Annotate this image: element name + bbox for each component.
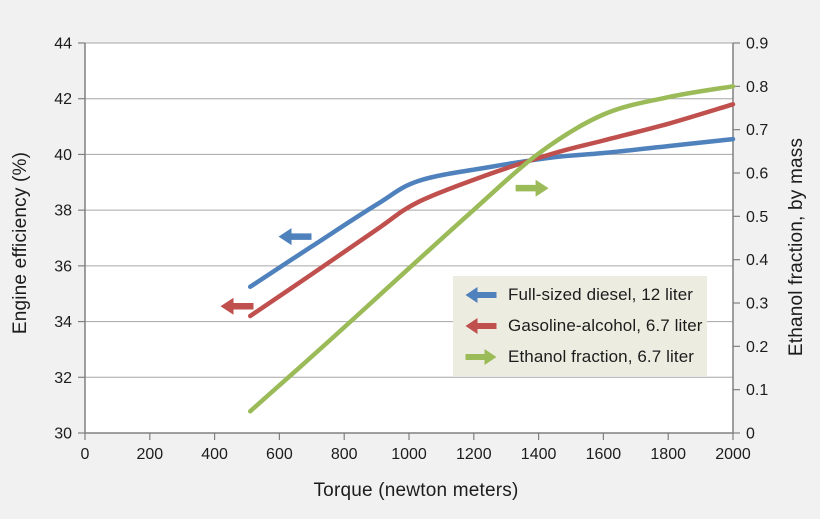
y-left-tick-label: 44 <box>54 36 72 53</box>
left-arrow-icon <box>465 287 497 304</box>
y-left-tick-label: 38 <box>54 203 72 220</box>
y-left-tick-label: 30 <box>54 426 72 443</box>
left-axis-title: Engine efficiency (%) <box>10 151 31 335</box>
left-arrow-icon <box>465 317 497 334</box>
y-left-tick-label: 40 <box>54 147 72 164</box>
y-right-tick-label: 0.2 <box>746 339 768 356</box>
y-right-tick-label: 0.7 <box>746 122 768 139</box>
legend: Full-sized diesel, 12 liter Gasoline-alc… <box>453 276 707 376</box>
x-tick-label: 600 <box>266 446 293 463</box>
x-tick-label: 0 <box>81 446 90 463</box>
x-tick-label: 800 <box>331 446 358 463</box>
left-arrow-glyph <box>465 287 497 304</box>
right-arrow-annotation-2 <box>515 179 549 197</box>
right-arrow-glyph <box>465 348 497 365</box>
series-line-0 <box>247 136 736 290</box>
y-right-tick-label: 0.1 <box>746 382 768 399</box>
y-left-tick-label: 42 <box>54 91 72 108</box>
left-arrow-annotation-1 <box>220 297 254 315</box>
y-right-tick-label: 0.8 <box>746 79 768 96</box>
right-axis-title: Ethanol fraction, by mass <box>786 137 807 357</box>
y-right-tick-label: 0.5 <box>746 209 768 226</box>
x-tick-label: 1200 <box>456 446 492 463</box>
left-arrow-annotation-0 <box>278 228 312 246</box>
y-left-tick-label: 34 <box>54 314 72 331</box>
legend-item-label: Ethanol fraction, 6.7 liter <box>508 346 695 366</box>
y-right-tick-label: 0.9 <box>746 36 768 53</box>
y-right-tick-label: 0.6 <box>746 166 768 183</box>
x-tick-label: 1400 <box>521 446 557 463</box>
y-left-tick-label: 36 <box>54 258 72 275</box>
legend-item-label: Full-sized diesel, 12 liter <box>508 285 694 305</box>
y-right-tick-label: 0.3 <box>746 296 768 313</box>
x-tick-label: 200 <box>136 446 163 463</box>
x-tick-label: 1000 <box>391 446 427 463</box>
left-arrow-glyph <box>465 317 497 334</box>
x-axis-title: Torque (newton meters) <box>313 480 519 501</box>
right-arrow-icon <box>465 348 497 365</box>
legend-item: Gasoline-alcohol, 6.7 liter <box>463 316 707 336</box>
x-tick-label: 2000 <box>715 446 751 463</box>
y-right-tick-label: 0.4 <box>746 252 768 269</box>
x-tick-label: 1600 <box>586 446 622 463</box>
legend-item-label: Gasoline-alcohol, 6.7 liter <box>508 315 703 335</box>
y-left-tick-label: 32 <box>54 370 72 387</box>
y-right-tick-label: 0 <box>746 426 755 443</box>
legend-item: Full-sized diesel, 12 liter <box>463 285 707 305</box>
series-line-1 <box>247 102 736 319</box>
x-tick-label: 400 <box>201 446 228 463</box>
legend-item: Ethanol fraction, 6.7 liter <box>463 347 707 367</box>
series-line-2 <box>247 84 736 414</box>
x-tick-label: 1800 <box>650 446 686 463</box>
